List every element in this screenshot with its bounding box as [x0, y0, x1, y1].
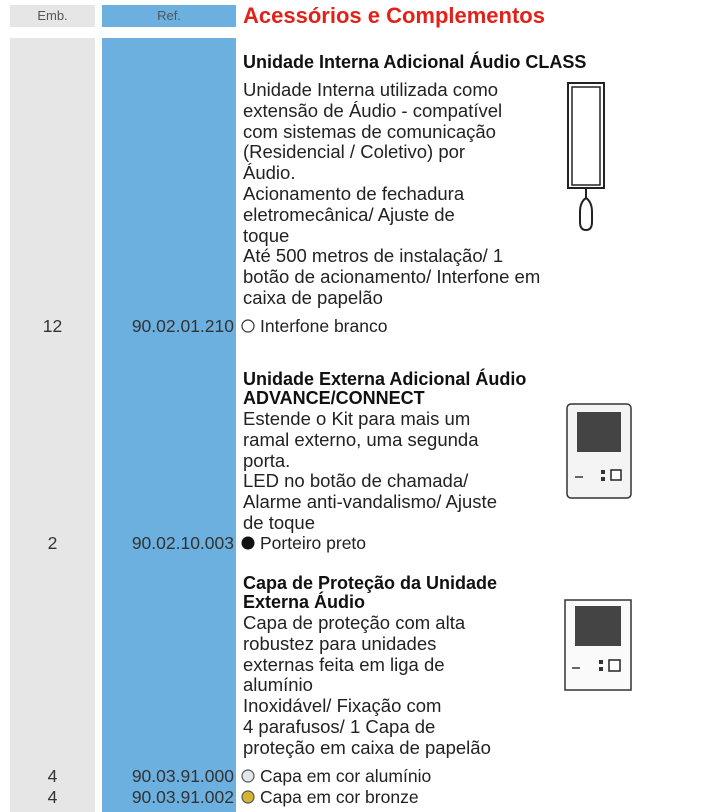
- handset-image: [567, 82, 605, 232]
- ref-value: 90.03.91.002: [131, 786, 234, 807]
- description-line: botão de acionamento/ Interfone em: [243, 266, 541, 288]
- ref-value: 90.03.91.000: [131, 765, 234, 786]
- description-line: Até 500 metros de instalação/ 1: [243, 245, 504, 267]
- section-title: ADVANCE/CONNECT: [243, 387, 425, 408]
- item-label: Capa em cor alumínio: [260, 765, 432, 786]
- emb-header: Emb.: [37, 8, 68, 23]
- description-line: extensão de Áudio - compatível: [243, 99, 503, 121]
- ref-value: 90.02.10.003: [131, 532, 234, 553]
- description-line: (Residencial / Coletivo) por: [243, 141, 466, 163]
- item-label: Porteiro preto: [260, 532, 367, 553]
- description-line: externas feita em liga de: [243, 653, 445, 675]
- description-line: Unidade Interna utilizada como: [243, 79, 499, 100]
- emb-value: 4: [47, 786, 58, 807]
- description-line: 4 parafusos/ 1 Capa de: [243, 716, 436, 737]
- page-title: Acessórios e Complementos: [243, 3, 545, 28]
- description-line: Estende o Kit para mais um: [243, 408, 471, 429]
- description-line: porta.: [243, 449, 291, 471]
- description-line: toque: [243, 224, 290, 246]
- description-line: caixa de papelão: [243, 287, 383, 308]
- section-title: Capa de Proteção da Unidade: [243, 573, 498, 593]
- description-line: com sistemas de comunicação: [243, 120, 496, 142]
- emb-value: 12: [42, 315, 63, 336]
- description-line: alumínio: [243, 674, 313, 696]
- description-line: Capa de proteção com alta: [243, 612, 466, 633]
- description-line: de toque: [243, 512, 316, 533]
- ref-value: 90.02.01.210: [131, 315, 234, 336]
- ref-column: [102, 38, 236, 812]
- description-line: LED no botão de chamada/: [243, 470, 469, 492]
- section-title: Externa Áudio: [243, 591, 366, 612]
- section-title: Unidade Interna Adicional Áudio CLASS: [243, 52, 587, 72]
- description-line: Inoxidável/ Fixação com: [243, 695, 442, 717]
- ref-header: Ref.: [157, 8, 181, 23]
- description-line: Alarme anti-vandalismo/ Ajuste: [243, 491, 497, 513]
- item-markers: [241, 319, 255, 804]
- item-label: Interfone branco: [260, 315, 388, 336]
- cover-image: [564, 599, 632, 691]
- emb-header-bg: [10, 5, 95, 27]
- emb-column: [10, 38, 95, 812]
- doorphone-image: [566, 403, 632, 499]
- section-title: Unidade Externa Adicional Áudio: [243, 369, 527, 389]
- description-line: robustez para unidades: [243, 632, 437, 654]
- description-line: Áudio.: [243, 162, 296, 184]
- emb-value: 4: [47, 765, 58, 786]
- item-label: Capa em cor bronze: [260, 786, 419, 807]
- emb-value: 2: [47, 532, 58, 553]
- description-line: eletromecânica/ Ajuste de: [243, 203, 455, 225]
- ref-header-bg: [102, 5, 236, 27]
- description-line: proteção em caixa de papelão: [243, 736, 491, 758]
- description-line: Acionamento de fechadura: [243, 183, 465, 204]
- description-line: ramal externo, uma segunda: [243, 428, 479, 450]
